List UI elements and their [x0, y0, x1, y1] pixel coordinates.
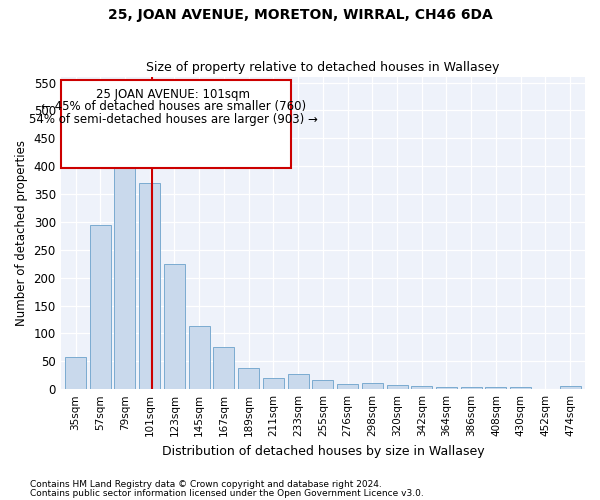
Text: 25 JOAN AVENUE: 101sqm: 25 JOAN AVENUE: 101sqm — [97, 88, 250, 101]
Bar — [90, 225, 111, 389]
Title: Size of property relative to detached houses in Wallasey: Size of property relative to detached ho… — [146, 62, 500, 74]
Text: Contains HM Land Registry data © Crown copyright and database right 2024.: Contains HM Land Registry data © Crown c… — [30, 480, 382, 489]
Bar — [411, 386, 432, 389]
X-axis label: Distribution of detached houses by size in Wallasey: Distribution of detached houses by size … — [161, 444, 484, 458]
Bar — [139, 183, 160, 389]
Bar — [535, 388, 556, 389]
Bar — [188, 326, 209, 389]
Bar — [263, 378, 284, 389]
Bar — [214, 348, 235, 389]
Text: Contains public sector information licensed under the Open Government Licence v3: Contains public sector information licen… — [30, 488, 424, 498]
Bar — [461, 387, 482, 389]
Bar — [313, 380, 334, 389]
Text: 54% of semi-detached houses are larger (903) →: 54% of semi-detached houses are larger (… — [29, 113, 318, 126]
Bar — [65, 358, 86, 389]
Bar — [510, 387, 531, 389]
Bar — [287, 374, 308, 389]
FancyBboxPatch shape — [61, 80, 292, 168]
Bar — [238, 368, 259, 389]
Bar — [164, 264, 185, 389]
Bar — [436, 387, 457, 389]
Bar — [386, 384, 407, 389]
Bar — [362, 383, 383, 389]
Text: ← 45% of detached houses are smaller (760): ← 45% of detached houses are smaller (76… — [41, 100, 306, 114]
Y-axis label: Number of detached properties: Number of detached properties — [15, 140, 28, 326]
Bar — [485, 387, 506, 389]
Bar — [560, 386, 581, 389]
Text: 25, JOAN AVENUE, MORETON, WIRRAL, CH46 6DA: 25, JOAN AVENUE, MORETON, WIRRAL, CH46 6… — [107, 8, 493, 22]
Bar — [115, 150, 136, 389]
Bar — [337, 384, 358, 389]
